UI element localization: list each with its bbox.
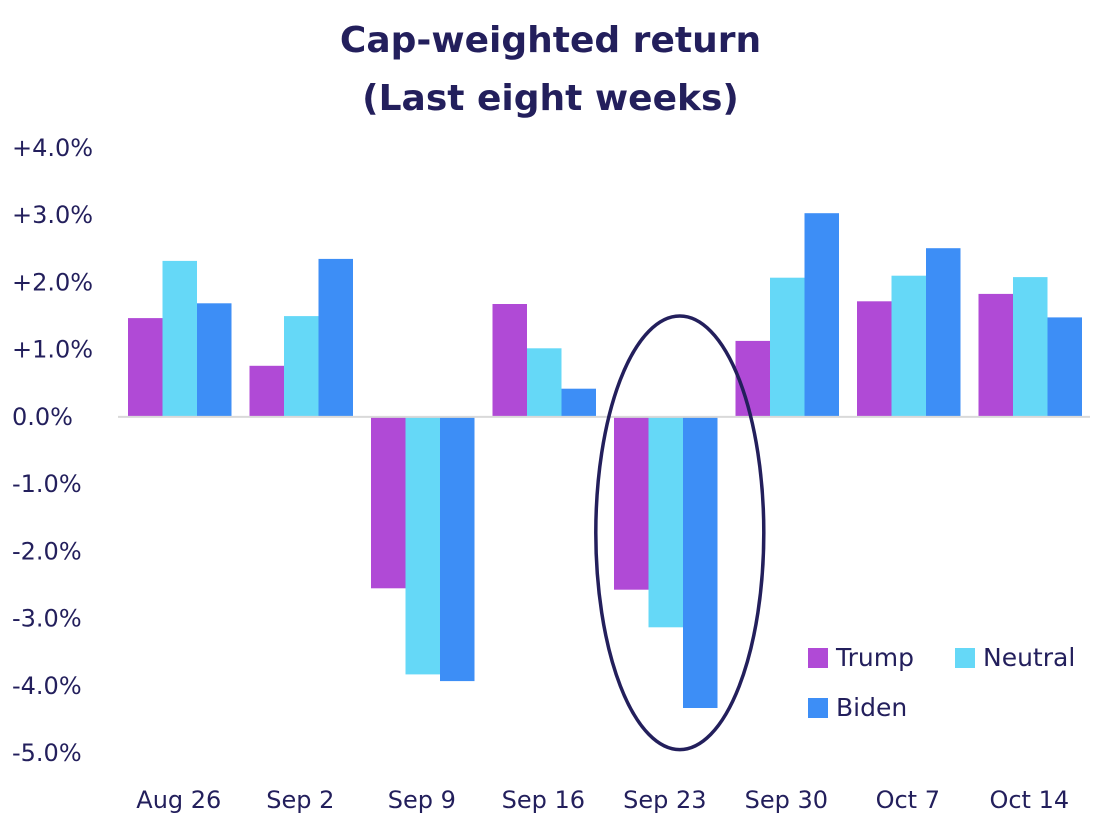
legend-swatch-trump	[808, 648, 828, 668]
bar-trump-sep-9	[371, 416, 406, 589]
bars-layer	[128, 213, 1082, 708]
y-tick-label-0: +4.0%	[12, 134, 93, 162]
bar-trump-sep-2	[249, 365, 284, 417]
bar-neutral-oct-14	[1013, 277, 1048, 417]
legend-label-neutral: Neutral	[983, 643, 1075, 672]
x-tick-label-sep-23: Sep 23	[623, 786, 706, 814]
y-tick-label-1: +3.0%	[12, 201, 93, 229]
y-tick-label-7: -3.0%	[12, 605, 82, 633]
axis-layer: Aug 26 Sep 2 Sep 9 Sep 16 Sep 23 Sep 30 Oct 7 O…	[12, 134, 1090, 814]
legend-label-trump: Trump	[835, 643, 914, 672]
x-tick-label-sep-30: Sep 30	[745, 786, 828, 814]
bar-neutral-sep-30	[770, 277, 805, 417]
bar-biden-sep-30	[804, 213, 839, 417]
bar-neutral-sep-23	[648, 416, 683, 628]
annotation-layer	[594, 314, 766, 752]
y-tick-label-6: -2.0%	[12, 537, 82, 565]
legend-label-biden: Biden	[836, 693, 907, 722]
y-tick-label-9: -5.0%	[12, 739, 82, 767]
bar-neutral-sep-2	[284, 316, 319, 417]
legend-swatch-neutral	[955, 648, 975, 668]
chart-title-line-1: Cap-weighted return	[339, 20, 762, 61]
y-tick-label-3: +1.0%	[12, 336, 93, 364]
bar-biden-oct-7	[926, 248, 961, 417]
bar-neutral-sep-9	[405, 416, 440, 675]
y-tick-label-2: +2.0%	[12, 268, 93, 296]
bar-biden-sep-9	[440, 416, 475, 682]
y-tick-label-4: 0.0%	[12, 403, 73, 431]
highlight-ellipse	[594, 314, 766, 752]
bar-trump-sep-23	[614, 416, 649, 590]
chart-title-line-2: (Last eight weeks)	[362, 78, 739, 119]
legend-swatch-biden	[808, 698, 828, 718]
bar-trump-sep-30	[735, 340, 770, 417]
bar-neutral-sep-16	[527, 348, 562, 417]
chart-title: Cap-weighted return (Last eight weeks)	[0, 12, 1101, 128]
bar-neutral-aug-26	[162, 260, 197, 417]
bar-biden-sep-16	[561, 388, 596, 417]
bar-trump-oct-14	[978, 293, 1013, 417]
legend: Trump Neutral Biden	[808, 643, 1075, 722]
bar-biden-oct-14	[1047, 317, 1082, 417]
x-tick-label-oct-14: Oct 14	[989, 786, 1069, 814]
bar-trump-oct-7	[857, 301, 892, 417]
y-tick-label-8: -4.0%	[12, 672, 82, 700]
bar-trump-aug-26	[128, 318, 163, 417]
x-tick-label-oct-7: Oct 7	[876, 786, 940, 814]
x-tick-label-sep-16: Sep 16	[502, 786, 585, 814]
x-tick-label-sep-2: Sep 2	[266, 786, 334, 814]
x-tick-label-sep-9: Sep 9	[388, 786, 456, 814]
y-tick-label-5: -1.0%	[12, 470, 82, 498]
x-tick-label-aug-26: Aug 26	[136, 786, 221, 814]
bar-biden-sep-2	[318, 258, 353, 417]
bar-biden-aug-26	[197, 303, 232, 417]
bar-trump-sep-16	[492, 304, 527, 417]
bar-neutral-oct-7	[891, 275, 926, 417]
bar-biden-sep-23	[683, 416, 718, 708]
